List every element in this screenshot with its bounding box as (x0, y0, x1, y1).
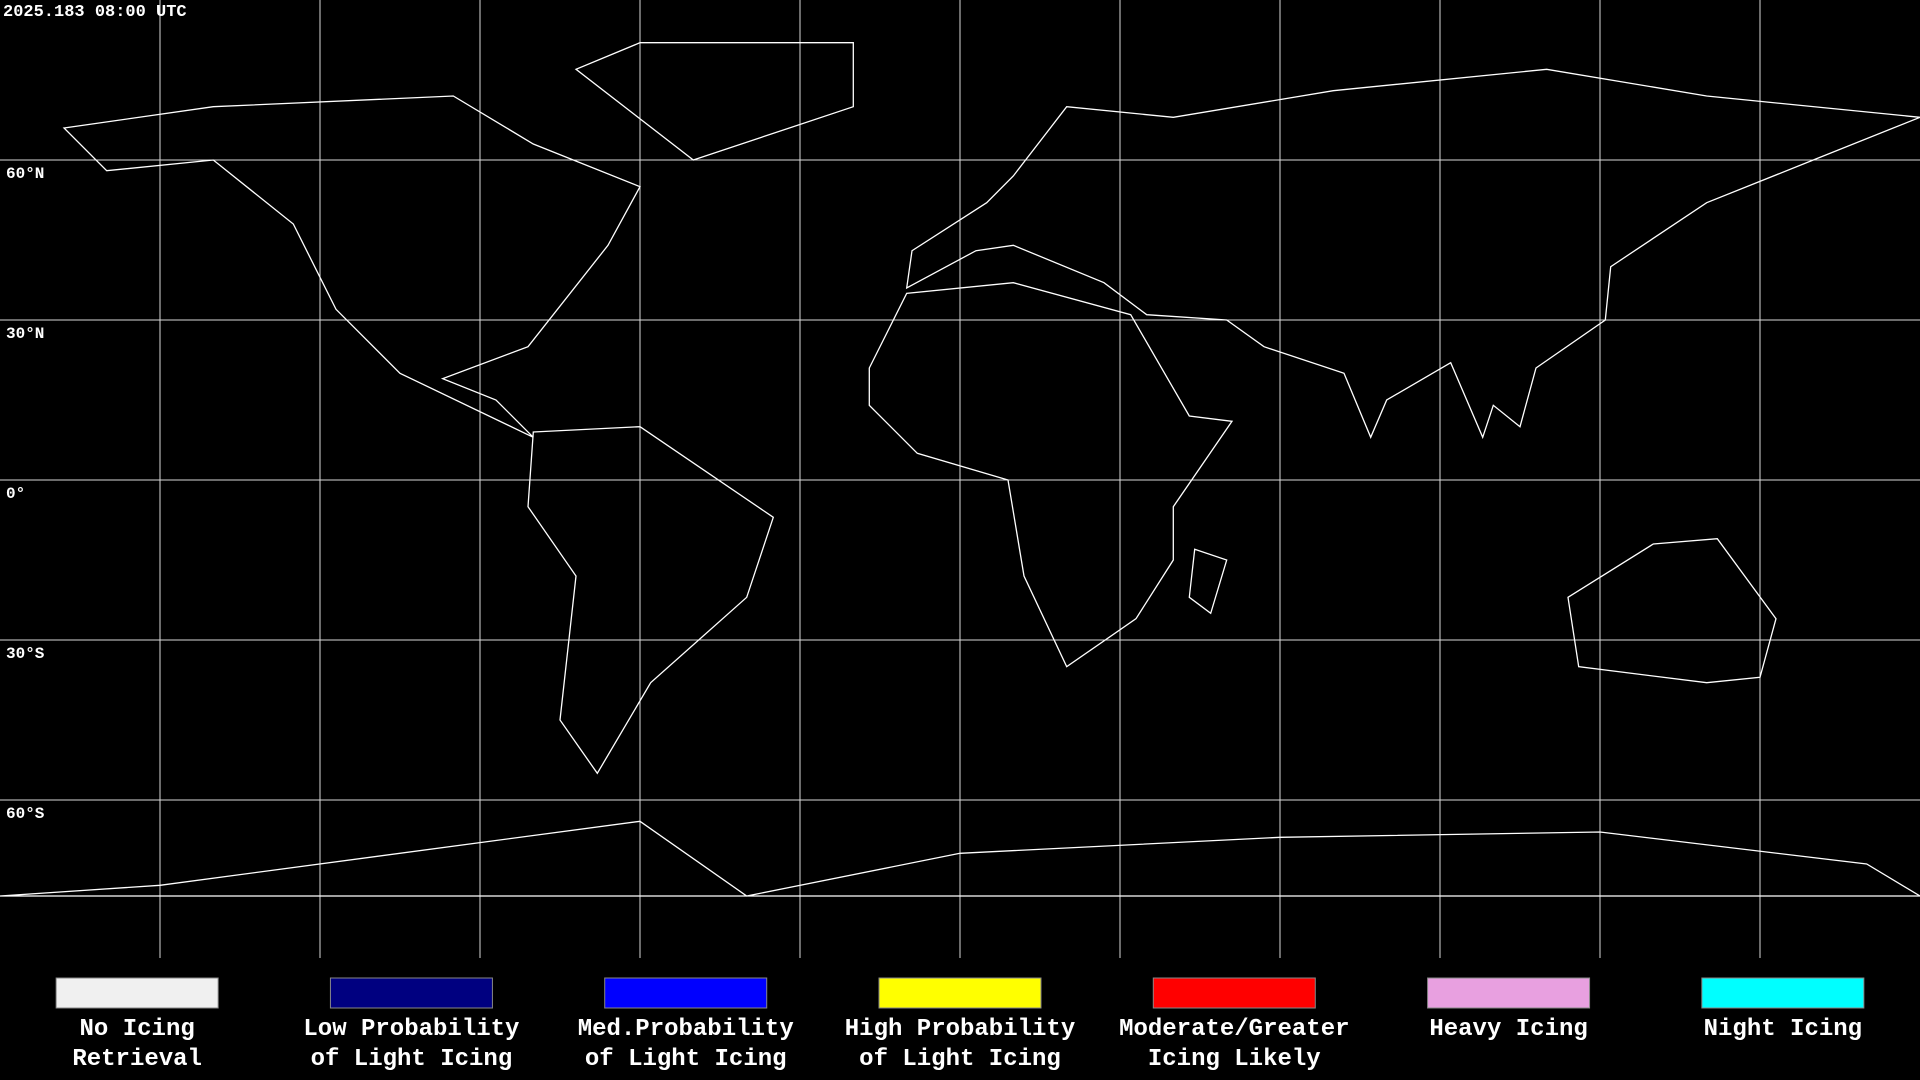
cloud-field (1680, 213, 1920, 561)
cloud-layer (0, 64, 1920, 880)
legend-swatch (329, 977, 493, 1009)
latitude-label: 60°S (6, 805, 45, 823)
legend: No Icing Retrieval Low Probability of Light… (55, 977, 1865, 1073)
legend-label: Night Icing (1704, 1016, 1862, 1043)
legend-label: Heavy Icing (1429, 1016, 1587, 1043)
legend-label: of Light Icing (585, 1046, 787, 1073)
legend-label: Low Probability (303, 1016, 519, 1043)
legend-label: of Light Icing (859, 1046, 1061, 1073)
latitude-label: 30°S (6, 645, 45, 663)
legend-swatch (1427, 977, 1591, 1009)
graticule (0, 0, 1920, 958)
latitude-label: 30°N (6, 325, 44, 343)
coastline (868, 282, 1234, 668)
legend-label: Retrieval (72, 1046, 202, 1073)
legend-label: of Light Icing (311, 1046, 513, 1073)
coastline (905, 68, 1920, 440)
icing-high (800, 186, 907, 267)
latitude-label: 0° (6, 485, 25, 503)
legend-label: Moderate/Greater (1119, 1016, 1349, 1043)
legend-swatch (1701, 977, 1865, 1009)
legend-label: High Probability (845, 1016, 1075, 1043)
legend-label: No Icing (80, 1016, 195, 1043)
legend-label: Icing Likely (1148, 1046, 1321, 1073)
icing-mod (1173, 720, 1440, 795)
coastline (1188, 548, 1228, 615)
night-field (1653, 586, 1920, 790)
legend-swatch (878, 977, 1042, 1009)
night-field (0, 96, 267, 187)
latitude-label: 60°N (6, 165, 44, 183)
latitude-labels: 60°N 30°N 0° 30°S 60°S (6, 165, 45, 823)
legend-swatch (604, 977, 768, 1009)
legend-label: Med.Probability (578, 1016, 794, 1043)
coastline (527, 426, 775, 775)
night-field (186, 400, 480, 491)
coastline (574, 42, 854, 161)
cloud-field (490, 96, 587, 240)
timestamp: 2025.183 08:00 UTC (3, 3, 187, 22)
legend-swatch (55, 977, 219, 1009)
icing-mod (773, 80, 1120, 214)
coastline (62, 95, 641, 438)
legend-swatch (1152, 977, 1316, 1009)
